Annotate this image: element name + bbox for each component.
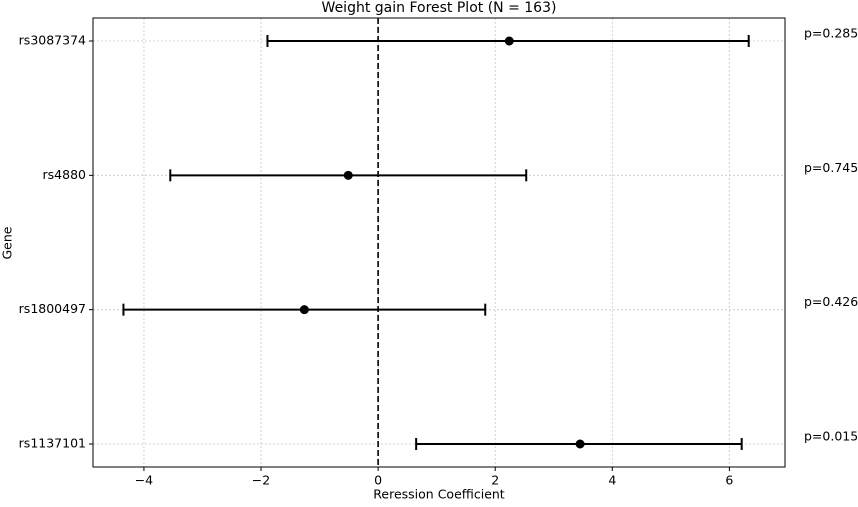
point-estimate	[299, 305, 309, 315]
point-estimate	[343, 170, 353, 180]
chart-title: Weight gain Forest Plot (N = 163)	[322, 0, 557, 16]
point-estimate	[504, 36, 514, 46]
x-tick-label: 0	[374, 473, 382, 488]
y-tick-label: rs3087374	[19, 33, 86, 48]
annotation: p=0.745	[804, 160, 858, 175]
annotation: p=0.015	[804, 429, 858, 444]
annotation: p=0.426	[804, 294, 858, 309]
y-axis-label: Gene	[0, 226, 15, 259]
plot-frame	[92, 17, 786, 468]
x-tick-label: 4	[608, 473, 616, 488]
y-tick-label: rs4880	[43, 167, 87, 182]
x-axis-label: Reression Coefficient	[373, 487, 505, 502]
x-tick-label: −2	[252, 473, 270, 488]
y-tick-label: rs1800497	[19, 301, 86, 316]
point-estimate	[575, 439, 585, 449]
x-tick-label: 6	[725, 473, 733, 488]
annotation: p=0.285	[804, 26, 858, 41]
y-tick-label: rs1137101	[19, 436, 86, 451]
x-tick-label: 2	[491, 473, 499, 488]
x-tick-label: −4	[135, 473, 153, 488]
